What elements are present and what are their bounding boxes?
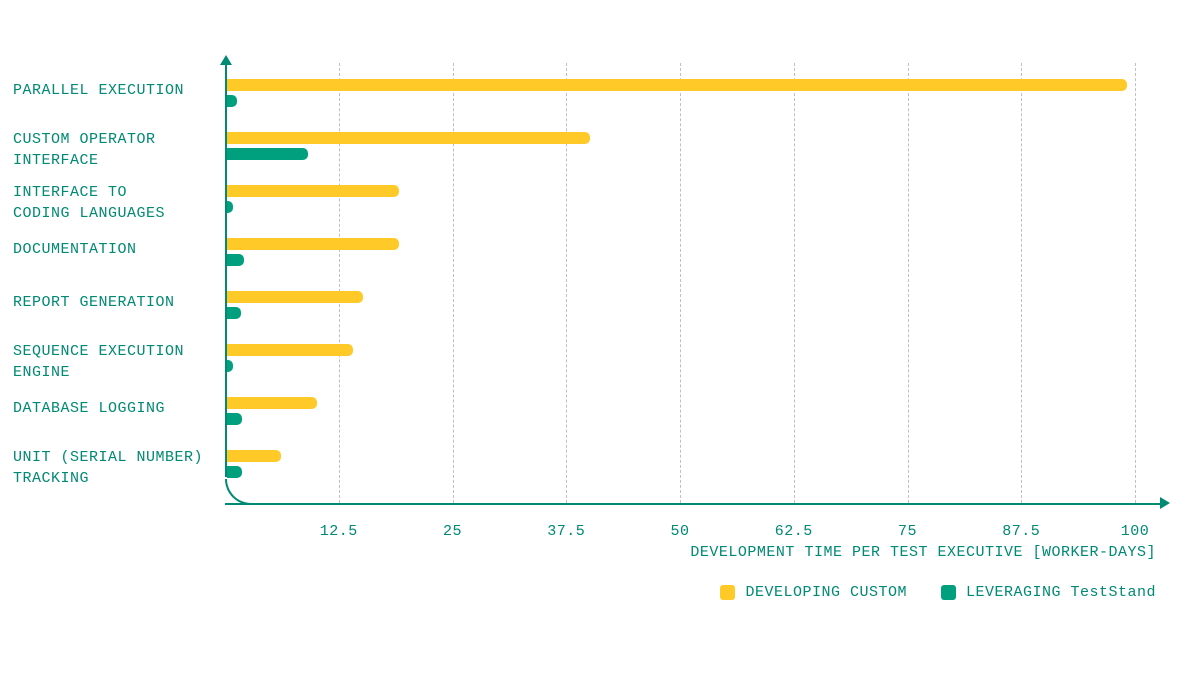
bar-custom <box>226 397 317 409</box>
bar-custom <box>226 291 363 303</box>
category-label: DATABASE LOGGING <box>13 398 213 419</box>
gridline <box>908 63 909 503</box>
chart-stage: PARALLEL EXECUTION CUSTOM OPERATOR INTERF… <box>0 0 1200 676</box>
axis-corner <box>225 479 251 505</box>
x-tick-label: 12.5 <box>320 523 358 540</box>
x-tick-label: 37.5 <box>547 523 585 540</box>
bar-custom <box>226 238 399 250</box>
bar-teststand <box>226 201 233 213</box>
swatch-icon <box>720 585 735 600</box>
category-label: SEQUENCE EXECUTION ENGINE <box>13 341 213 383</box>
x-tick-label: 87.5 <box>1002 523 1040 540</box>
gridline <box>1135 63 1136 503</box>
plot-area <box>225 63 1152 503</box>
bar-custom <box>226 79 1127 91</box>
bar-teststand <box>226 413 242 425</box>
bar-custom <box>226 450 281 462</box>
y-axis <box>225 63 227 503</box>
gridline <box>680 63 681 503</box>
category-label: UNIT (SERIAL NUMBER) TRACKING <box>13 447 213 489</box>
swatch-icon <box>941 585 956 600</box>
bar-teststand <box>226 307 241 319</box>
x-tick-label: 75 <box>898 523 917 540</box>
bar-custom <box>226 344 353 356</box>
gridline <box>453 63 454 503</box>
bar-teststand <box>226 360 233 372</box>
category-label: INTERFACE TO CODING LANGUAGES <box>13 182 213 224</box>
bar-teststand <box>226 148 308 160</box>
x-tick-label: 62.5 <box>775 523 813 540</box>
bar-teststand <box>226 254 244 266</box>
legend-item-custom: DEVELOPING CUSTOM <box>720 584 907 601</box>
x-tick-label: 100 <box>1121 523 1150 540</box>
category-label: DOCUMENTATION <box>13 239 213 260</box>
legend-label: LEVERAGING TestStand <box>966 584 1156 601</box>
category-label: CUSTOM OPERATOR INTERFACE <box>13 129 213 171</box>
x-tick-label: 50 <box>670 523 689 540</box>
x-axis-title: DEVELOPMENT TIME PER TEST EXECUTIVE [WOR… <box>690 544 1156 561</box>
x-tick-label: 25 <box>443 523 462 540</box>
legend: DEVELOPING CUSTOM LEVERAGING TestStand <box>720 584 1156 601</box>
x-axis-arrow-icon <box>1160 497 1170 509</box>
gridline <box>566 63 567 503</box>
gridline <box>339 63 340 503</box>
bar-custom <box>226 132 590 144</box>
bar-teststand <box>226 95 237 107</box>
category-label: REPORT GENERATION <box>13 292 213 313</box>
bar-custom <box>226 185 399 197</box>
legend-label: DEVELOPING CUSTOM <box>745 584 907 601</box>
x-axis <box>225 503 1163 505</box>
gridline <box>794 63 795 503</box>
bar-teststand <box>226 466 242 478</box>
category-label: PARALLEL EXECUTION <box>13 80 213 101</box>
y-axis-arrow-icon <box>220 55 232 65</box>
legend-item-teststand: LEVERAGING TestStand <box>941 584 1156 601</box>
gridline <box>1021 63 1022 503</box>
